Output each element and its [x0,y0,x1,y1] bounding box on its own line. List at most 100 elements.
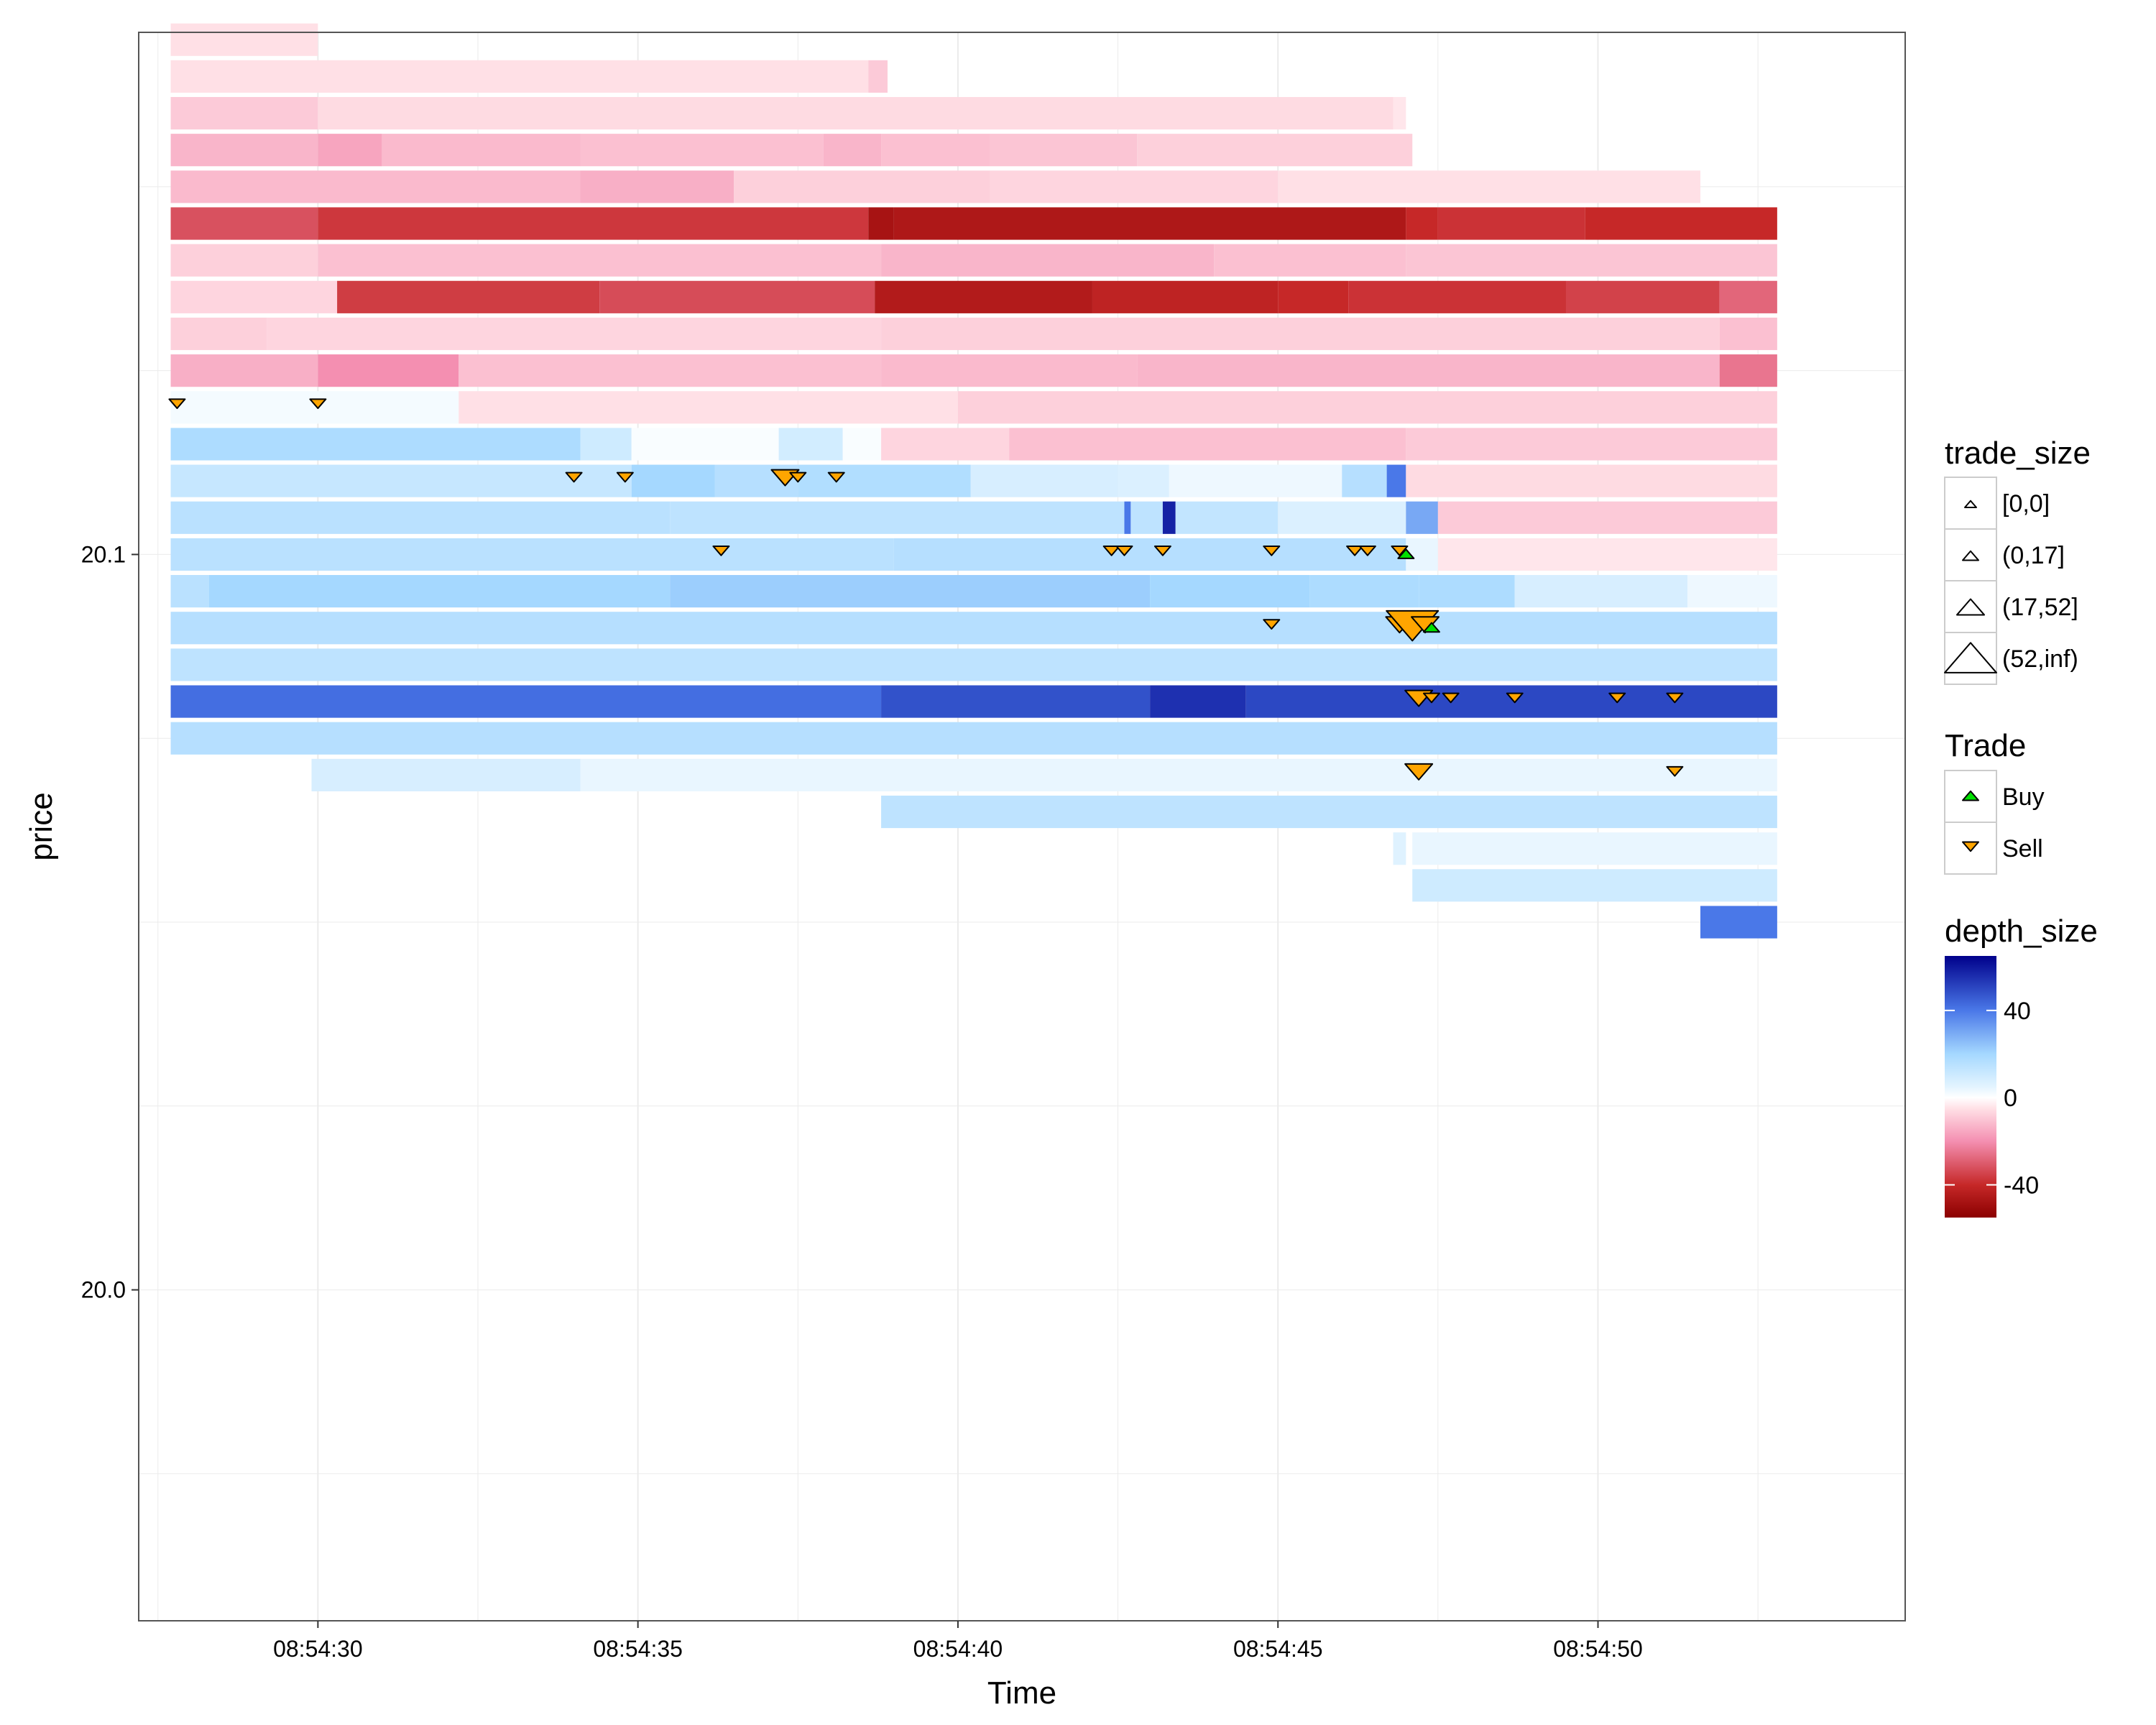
depth-bar [318,134,382,167]
depth-bar [734,170,990,203]
depth-bar [881,134,990,167]
depth-bar [842,428,882,461]
legend-title-trade-size: trade_size [1945,436,2091,471]
x-tick-label: 08:54:45 [1233,1636,1323,1662]
depth-bar [318,96,1393,130]
depth-bar [1278,501,1406,534]
depth-bar [170,722,1777,755]
buy-triangle-icon [1962,790,1979,801]
depth-bar [881,317,1720,351]
depth-bar [823,134,882,167]
depth-bar [1437,207,1585,240]
depth-bar [170,354,318,387]
depth-bar [1419,575,1515,608]
depth-bar [1514,575,1688,608]
depth-bar [170,170,581,203]
legend-size-triangle-icon [1956,598,1985,616]
depth-bar [881,428,1010,461]
depth-bar [1412,869,1777,902]
sell-trade-marker [1391,545,1409,556]
sell-trade-marker [1404,763,1434,781]
panel-border [138,32,1906,1622]
sell-trade-marker [712,545,730,556]
depth-bar [881,685,1151,718]
buy-trade-marker [1397,548,1415,559]
depth-bar [868,207,894,240]
y-tick-label: 20.1 [81,541,126,567]
sell-trade-marker [1666,692,1684,704]
axes: 08:54:30 08:54:35 08:54:40 08:54:45 08:54:50… [81,541,1643,1662]
legend-title-depth-size: depth_size [1945,914,2098,949]
depth-bar [1150,685,1246,718]
depth-bar [881,795,1777,829]
trade-size-legend-items: [0,0] (0,17] (17,52] (52,inf) [1944,477,2078,685]
depth-bar [881,354,1138,387]
depth-bar [990,170,1279,203]
depth-bar [875,280,1092,313]
sell-trade-marker [1666,765,1684,777]
depth-bar [778,428,843,461]
depth-bar [318,354,459,387]
depth-bar [1278,170,1701,203]
trade-markers [168,398,1684,781]
depth-bar [1118,464,1169,497]
depth-bar [1092,280,1279,313]
depth-bars [170,23,1777,939]
depth-bar [1585,207,1777,240]
depth-bar [1009,428,1406,461]
depth-bar [1175,501,1279,534]
depth-bar [990,134,1138,167]
colorbar-tick-label: 40 [2004,998,2031,1025]
depth-bar [170,23,318,56]
depth-bar [798,464,971,497]
depth-bar [580,428,632,461]
legend-size-triangle-icon [1944,642,1997,673]
sell-trade-marker [1263,545,1281,556]
depth-bar [1412,832,1777,865]
depth-bar [868,60,888,93]
depth-bar [1130,501,1163,534]
depth-bar [631,464,715,497]
depth-bar [1565,280,1720,313]
depth-bar [1406,428,1777,461]
depth-bar [459,391,958,424]
sell-trade-marker [616,472,634,483]
depth-bar [893,207,1406,240]
sell-trade-marker [565,472,583,483]
depth-bar [459,354,882,387]
sell-trade-marker [1358,545,1376,556]
sell-trade-marker [1506,692,1524,704]
depth-bar [1393,96,1406,130]
depth-bar [970,464,1118,497]
depth-bar [580,134,824,167]
depth-bar [170,648,1777,681]
legend-size-triangle-icon [1964,500,1977,508]
sell-trade-marker [1346,545,1364,556]
legend-size-label: (17,52] [2002,594,2078,621]
depth-bar [1348,280,1566,313]
depth-bar [957,391,1777,424]
sell-trade-marker [1115,545,1133,556]
depth-bar [170,612,1777,645]
depth-bar [1150,575,1310,608]
depth-bar [1719,354,1777,387]
depth-bar [170,96,318,130]
depth-bar [1393,832,1406,865]
depth-bar [1406,207,1438,240]
depth-bar [1137,354,1720,387]
y-axis-label: price [24,792,59,860]
depth-bar [1406,464,1777,497]
depth-bar [1245,685,1777,718]
sell-trade-marker [1153,545,1171,556]
depth-bar [1437,501,1777,534]
x-tick-label: 08:54:40 [913,1636,1003,1662]
depth-bar [1162,501,1176,534]
depth-bar [1406,244,1777,277]
depth-bar [1700,906,1777,939]
depth-bar [580,758,1777,791]
depth-bar [1342,464,1387,497]
depth-bar [170,391,459,424]
depth-bar [1687,575,1777,608]
depth-bar [1309,575,1419,608]
depth-bar [881,244,1215,277]
